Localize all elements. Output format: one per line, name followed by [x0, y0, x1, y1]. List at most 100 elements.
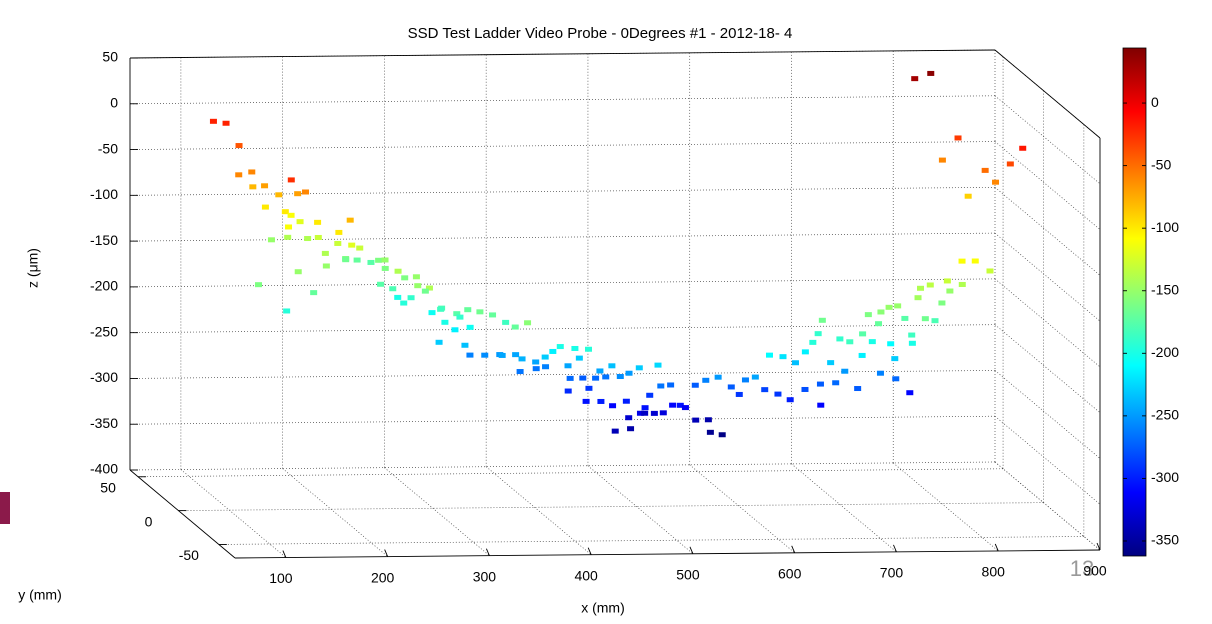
x-tick	[1096, 542, 1101, 551]
axis-edge	[129, 469, 236, 559]
data-point	[592, 375, 600, 381]
data-point	[635, 365, 643, 371]
data-point	[938, 300, 946, 306]
data-point	[476, 309, 484, 315]
axis-edge	[129, 49, 996, 59]
data-point	[322, 263, 330, 269]
z-tick-label: -50	[98, 140, 118, 156]
data-point	[908, 332, 916, 338]
grid-line	[994, 461, 1101, 551]
data-point	[894, 303, 902, 309]
page-number: 13	[1070, 556, 1094, 581]
grid-line	[587, 465, 694, 555]
data-point	[691, 382, 699, 388]
data-point	[926, 282, 934, 288]
data-point	[958, 258, 966, 264]
data-point	[284, 234, 292, 240]
data-point	[911, 76, 919, 82]
data-point	[801, 386, 809, 392]
z-tick-label: -400	[90, 461, 118, 477]
grid-line	[282, 468, 388, 557]
data-point	[541, 354, 549, 360]
x-tick	[282, 550, 287, 558]
data-point	[255, 282, 262, 288]
data-point	[892, 376, 900, 382]
data-point	[669, 402, 677, 408]
data-point	[575, 355, 583, 361]
data-point	[401, 275, 409, 281]
colorbar-tick-label: -50	[1151, 156, 1171, 172]
data-point	[938, 157, 946, 163]
data-point	[571, 345, 579, 351]
z-tick-label: -100	[90, 186, 118, 202]
data-point	[809, 339, 817, 345]
data-point	[608, 363, 616, 369]
data-point	[625, 370, 633, 376]
data-point	[302, 189, 310, 195]
data-point	[868, 339, 876, 345]
data-point	[706, 429, 714, 435]
data-point	[891, 356, 899, 362]
grid-line	[994, 95, 1101, 185]
data-point	[407, 295, 415, 301]
x-tick-label: 800	[982, 564, 1006, 580]
data-point	[261, 204, 269, 210]
grid-line	[129, 95, 996, 105]
data-point	[1019, 145, 1027, 151]
colorbar-tick-label: -250	[1151, 407, 1179, 423]
x-tick-label: 200	[371, 569, 395, 585]
data-point	[908, 340, 916, 346]
data-point	[927, 70, 935, 76]
data-point	[481, 352, 489, 358]
data-point	[981, 167, 989, 173]
data-point	[971, 258, 979, 264]
chart-title: SSD Test Ladder Video Probe - 0Degrees #…	[408, 25, 793, 42]
grid-line	[384, 467, 490, 556]
grid-line	[129, 324, 996, 334]
data-point	[885, 304, 893, 310]
data-point	[235, 143, 243, 149]
grid-line	[893, 462, 999, 552]
grid-line	[689, 464, 795, 554]
data-point	[751, 374, 759, 380]
data-point	[859, 331, 867, 337]
data-point	[814, 331, 822, 337]
data-point	[542, 364, 550, 370]
data-point	[249, 184, 257, 190]
data-point	[636, 410, 644, 416]
data-point	[622, 398, 630, 404]
data-point	[437, 306, 445, 312]
data-point	[616, 374, 624, 380]
data-point	[964, 193, 972, 199]
grid-line	[791, 463, 897, 553]
data-point	[498, 352, 506, 358]
x-tick-label: 400	[574, 567, 598, 583]
data-point	[718, 432, 726, 438]
data-point	[846, 339, 854, 345]
data-point	[659, 410, 667, 416]
data-point	[314, 219, 322, 225]
data-point	[428, 310, 436, 316]
x-tick	[384, 549, 389, 557]
data-point	[841, 368, 849, 374]
data-point	[296, 219, 304, 225]
data-point	[464, 307, 472, 313]
grid-line	[994, 141, 1101, 230]
data-point	[827, 360, 835, 366]
data-point	[294, 269, 302, 275]
data-point	[877, 309, 885, 315]
data-point	[453, 311, 461, 317]
data-point	[585, 385, 593, 391]
data-point	[394, 294, 402, 300]
grid-line	[129, 278, 996, 288]
data-point	[281, 209, 289, 215]
data-point	[579, 375, 587, 381]
data-point	[681, 405, 689, 411]
data-point	[667, 382, 675, 388]
grid-line	[485, 466, 592, 555]
data-point	[310, 290, 318, 296]
data-point	[304, 236, 312, 242]
data-point	[287, 177, 295, 183]
x-tick	[994, 543, 999, 552]
y-tick-label: 50	[100, 479, 116, 495]
